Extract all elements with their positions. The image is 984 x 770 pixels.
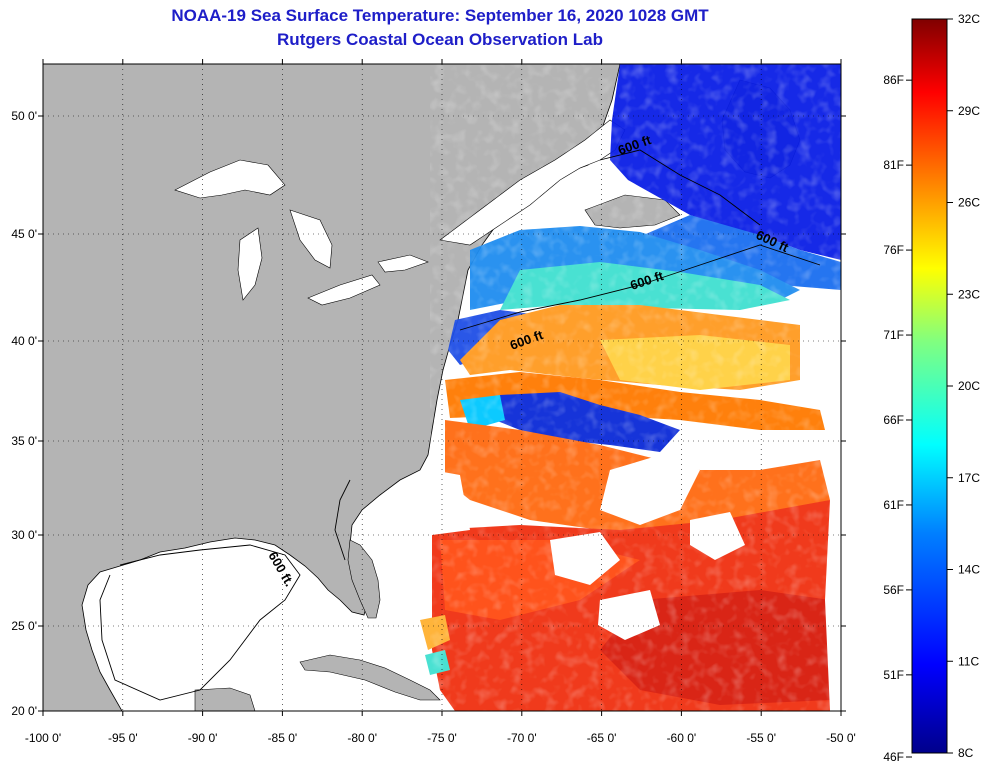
lat-tick-label: 20 0'	[11, 704, 37, 718]
celsius-label: 26C	[958, 196, 980, 210]
great-lakes	[174, 159, 429, 306]
lon-tick-label: -50 0'	[826, 731, 856, 745]
fahrenheit-label: 81F	[883, 158, 904, 172]
lon-tick-label: -55 0'	[746, 731, 776, 745]
lon-tick-label: -95 0'	[108, 731, 138, 745]
celsius-label: 17C	[958, 471, 980, 485]
florida-peninsula	[347, 539, 381, 619]
celsius-label: 20C	[958, 379, 980, 393]
map-title: NOAA-19 Sea Surface Temperature: Septemb…	[171, 6, 709, 25]
lon-tick-label: -70 0'	[507, 731, 537, 745]
fahrenheit-label: 86F	[883, 73, 904, 87]
lon-tick-label: -85 0'	[268, 731, 298, 745]
fahrenheit-label: 71F	[883, 328, 904, 342]
fahrenheit-label: 66F	[883, 413, 904, 427]
celsius-label: 14C	[958, 563, 980, 577]
lon-tick-label: -65 0'	[587, 731, 617, 745]
lon-tick-label: -100 0'	[25, 731, 61, 745]
lon-tick-label: -75 0'	[427, 731, 457, 745]
fahrenheit-label: 61F	[883, 498, 904, 512]
fahrenheit-label: 46F	[883, 750, 904, 764]
colorbar	[911, 18, 948, 754]
lat-tick-label: 30 0'	[11, 528, 37, 542]
lat-tick-label: 45 0'	[11, 227, 37, 241]
fahrenheit-label: 51F	[883, 668, 904, 682]
latitude-axis: 20 0' 25 0' 30 0' 35 0' 40 0' 45 0' 50 0'	[11, 109, 846, 718]
lon-tick-label: -90 0'	[188, 731, 218, 745]
lat-tick-label: 50 0'	[11, 109, 37, 123]
celsius-label: 8C	[958, 746, 974, 760]
fahrenheit-label: 56F	[883, 583, 904, 597]
map-subtitle: Rutgers Coastal Ocean Observation Lab	[277, 30, 603, 49]
lat-tick-label: 25 0'	[11, 619, 37, 633]
lat-tick-label: 35 0'	[11, 434, 37, 448]
lon-tick-label: -80 0'	[347, 731, 377, 745]
graticule	[43, 64, 841, 711]
longitude-axis: -100 0' -95 0' -90 0' -85 0' -80 0' -75 0' -70…	[25, 59, 856, 745]
celsius-label: 32C	[958, 12, 980, 26]
sst-data-overlay	[420, 64, 841, 711]
lat-tick-label: 40 0'	[11, 334, 37, 348]
celsius-label: 11C	[958, 654, 979, 668]
isobath-600ft	[99, 149, 821, 701]
celsius-label: 23C	[958, 287, 980, 301]
colorbar-labels: 8C 11C 14C 17C 20C 23C 26C 29C 32C 46F 51F 56F 61F 66…	[883, 12, 980, 764]
yucatan	[194, 687, 256, 711]
celsius-label: 29C	[958, 104, 980, 118]
fahrenheit-label: 76F	[883, 243, 904, 257]
lon-tick-label: -60 0'	[667, 731, 697, 745]
